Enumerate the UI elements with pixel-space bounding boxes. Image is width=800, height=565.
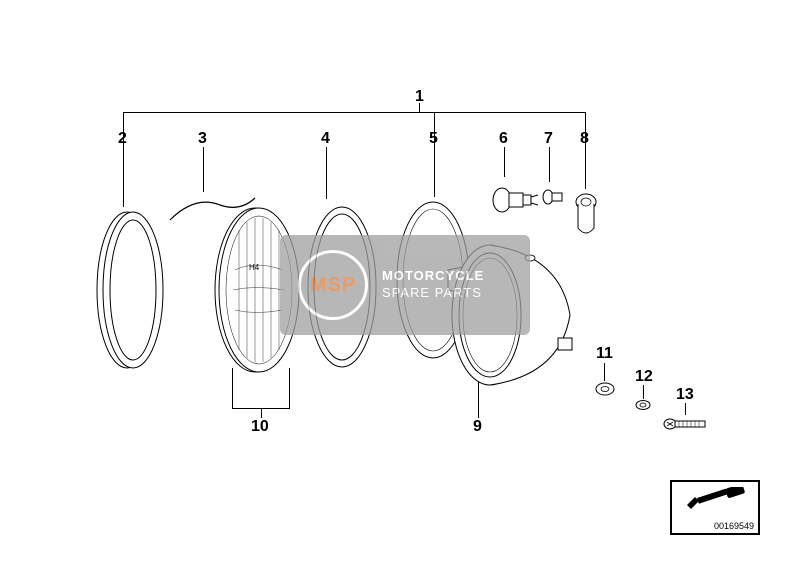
- callout-9: 9: [473, 418, 482, 436]
- callout-1: 1: [415, 88, 424, 106]
- part-socket: [572, 190, 602, 245]
- leader-6: [504, 147, 505, 177]
- leader-3: [203, 147, 204, 192]
- callout-2: 2: [118, 130, 127, 148]
- part-bulb-main: [490, 175, 545, 225]
- leader-12: [643, 385, 644, 399]
- part-washer: [634, 398, 652, 412]
- watermark-line1: MOTORCYCLE: [382, 268, 484, 285]
- callout-6: 6: [499, 130, 508, 148]
- callout-11: 11: [596, 345, 613, 363]
- exploded-diagram: H4: [0, 0, 800, 565]
- part-grommet: [594, 380, 616, 398]
- callout-4: 4: [321, 130, 330, 148]
- leader-7: [549, 147, 550, 182]
- watermark: MSP MOTORCYCLE SPARE PARTS: [280, 235, 530, 335]
- watermark-text: MOTORCYCLE SPARE PARTS: [382, 268, 484, 302]
- footer-box: 00169549: [670, 480, 760, 535]
- callout-7: 7: [544, 130, 553, 148]
- leader-4: [326, 147, 327, 199]
- callout-12: 12: [635, 368, 653, 386]
- leader-8: [585, 112, 586, 189]
- watermark-line2: SPARE PARTS: [382, 285, 484, 302]
- part-screw: [662, 412, 712, 436]
- leader-2: [123, 112, 124, 207]
- part-trim-ring: [85, 205, 170, 375]
- callout-13: 13: [676, 386, 694, 404]
- watermark-badge-text: MSP: [310, 274, 356, 297]
- screwdriver-icon: [672, 482, 758, 519]
- svg-text:H4: H4: [249, 263, 260, 272]
- leader-5: [434, 112, 435, 197]
- leader-11: [604, 363, 605, 381]
- callout-10: 10: [251, 418, 269, 436]
- bracket-line-1: [123, 112, 585, 113]
- callout-3: 3: [198, 130, 207, 148]
- part-bulb-parking: [540, 182, 570, 212]
- watermark-badge: MSP: [298, 250, 368, 320]
- diagram-id: 00169549: [672, 519, 758, 533]
- callout-5: 5: [429, 130, 438, 148]
- leader-10-center: [261, 408, 262, 418]
- callout-8: 8: [580, 130, 589, 148]
